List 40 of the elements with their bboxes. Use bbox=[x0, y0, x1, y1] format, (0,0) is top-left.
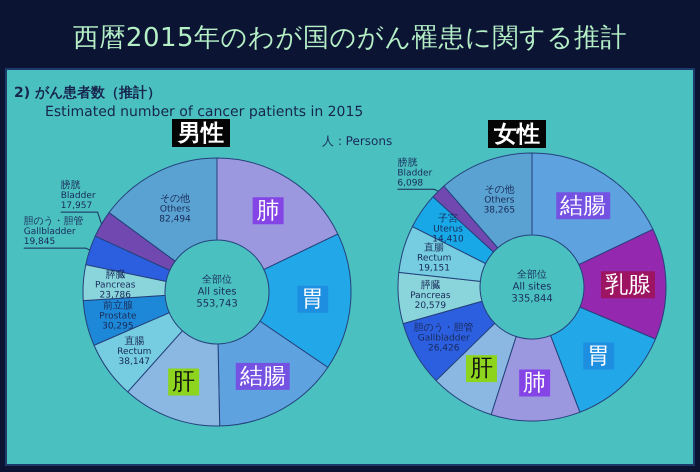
slice-label: 乳腺 bbox=[604, 272, 651, 298]
text: 人 : Persons bbox=[322, 134, 392, 148]
slice-label: 肝 bbox=[470, 356, 493, 382]
text: 西暦2015年のわが国のがん罹患に関する推計 bbox=[72, 22, 628, 55]
slice-label: 結腸 bbox=[559, 192, 606, 219]
slice-label: 子宮 Uterus bbox=[433, 212, 464, 235]
data-label: 17,957 bbox=[60, 201, 92, 212]
slice-label: 直腸 Rectum bbox=[117, 335, 152, 358]
data-label: 38,265 bbox=[484, 205, 516, 216]
text: 全部位 All sites 335,844 bbox=[511, 268, 553, 304]
text: 全部位 All sites 553,743 bbox=[196, 274, 238, 310]
chart-title: 女性 bbox=[493, 122, 540, 148]
slice-label: 膀胱 Bladder bbox=[397, 156, 433, 178]
slice-label: 直腸 Rectum bbox=[417, 241, 452, 264]
slice-label: 膀胱 Bladder bbox=[60, 179, 96, 202]
slice-label: 胆のう・胆管 Gallbladder bbox=[24, 216, 84, 238]
data-label: 6,098 bbox=[397, 178, 424, 188]
slice-label: 肝 bbox=[172, 369, 196, 396]
slice-label: 肺 bbox=[256, 198, 280, 224]
text: Estimated number of cancer patients in 2015 bbox=[45, 104, 364, 120]
slice-label: 胃 bbox=[587, 343, 610, 370]
slice-label: 前立腺 Prostate bbox=[99, 299, 137, 322]
chart-title: 男性 bbox=[177, 120, 224, 146]
data-label: 19,845 bbox=[24, 237, 56, 248]
slice-label: 膵臓 Pancreas bbox=[410, 279, 451, 302]
data-label: 23,786 bbox=[100, 290, 132, 300]
slice-label: 肺 bbox=[523, 370, 546, 396]
data-label: 20,579 bbox=[414, 301, 446, 312]
text: 2) がん患者数（推計） bbox=[14, 84, 162, 102]
data-label: 38,147 bbox=[118, 357, 150, 368]
slice-label: 胆のう・胆管 Gallbladder bbox=[414, 322, 474, 344]
slice-label: 胃 bbox=[301, 286, 324, 312]
data-label: 30,295 bbox=[102, 321, 134, 332]
slice-label: 膵臓 Pancreas bbox=[95, 268, 136, 290]
data-label: 26,426 bbox=[428, 344, 460, 354]
slice-label: その他 Others bbox=[484, 183, 515, 206]
data-label: 19,151 bbox=[418, 263, 450, 274]
slice-label: その他 Others bbox=[160, 192, 190, 215]
data-label: 82,494 bbox=[159, 214, 192, 225]
slice-label: 結腸 bbox=[238, 363, 286, 390]
